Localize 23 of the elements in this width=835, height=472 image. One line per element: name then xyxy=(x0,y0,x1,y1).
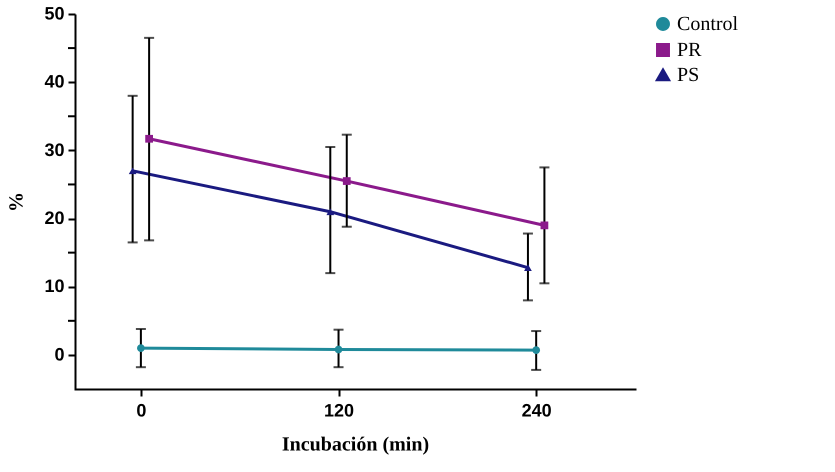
point xyxy=(334,346,342,354)
y-tick-label: 0 xyxy=(54,344,64,364)
point xyxy=(532,346,540,354)
y-tick-label: 50 xyxy=(44,4,64,24)
y-tick-label: 20 xyxy=(44,208,64,228)
x-tick-label: 120 xyxy=(324,400,354,420)
point xyxy=(137,344,145,352)
point xyxy=(326,208,334,216)
point xyxy=(145,134,153,143)
legend-label: PS xyxy=(677,64,700,86)
y-axis-title: % xyxy=(5,192,28,212)
y-tick-label: 10 xyxy=(44,276,64,296)
x-tick-label: 0 xyxy=(136,400,146,420)
legend-label: PR xyxy=(677,39,702,61)
point xyxy=(128,167,137,174)
legend-label: Control xyxy=(677,13,739,35)
y-tick-label: 40 xyxy=(44,72,64,92)
point xyxy=(342,177,351,185)
y-tick-label: 30 xyxy=(44,140,64,160)
point xyxy=(540,221,548,230)
x-tick-label: 240 xyxy=(522,400,552,420)
point xyxy=(524,264,532,271)
x-axis-title: Incubación (min) xyxy=(282,434,430,456)
